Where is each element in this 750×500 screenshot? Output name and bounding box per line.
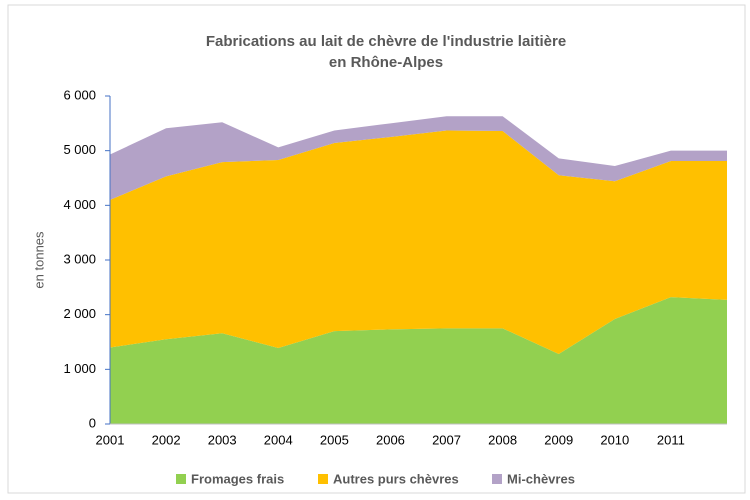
y-tick-label: 0: [89, 415, 96, 430]
y-tick-label: 5 000: [63, 142, 96, 157]
legend-label: Mi-chèvres: [507, 471, 575, 486]
area: [110, 130, 727, 355]
y-tick-label: 4 000: [63, 197, 96, 212]
x-tick-label: 2009: [544, 432, 573, 447]
y-tick-label: 6 000: [63, 87, 96, 102]
legend-swatch: [176, 474, 186, 484]
y-tick-label: 2 000: [63, 306, 96, 321]
legend-label: Autres purs chèvres: [333, 471, 459, 486]
legend-swatch: [492, 474, 502, 484]
x-tick-label: 2003: [208, 432, 237, 447]
area: [110, 297, 727, 424]
x-tick-label: 2010: [600, 432, 629, 447]
x-tick-label: 2005: [320, 432, 349, 447]
chart-title: en Rhône-Alpes: [329, 54, 443, 71]
area: [110, 116, 727, 200]
y-tick-label: 3 000: [63, 251, 96, 266]
x-tick-label: 2004: [264, 432, 293, 447]
y-tick-label: 1 000: [63, 361, 96, 376]
chart-title: Fabrications au lait de chèvre de l'indu…: [206, 33, 566, 50]
x-tick-label: 2011: [657, 432, 685, 447]
x-tick-label: 2001: [96, 432, 125, 447]
x-tick-label: 2007: [432, 432, 461, 447]
legend-swatch: [318, 474, 328, 484]
x-tick-label: 2002: [152, 432, 181, 447]
x-tick-label: 2006: [376, 432, 405, 447]
x-tick-label: 2008: [488, 432, 517, 447]
legend-label: Fromages frais: [191, 471, 284, 486]
y-axis-label: en tonnes: [31, 231, 46, 289]
